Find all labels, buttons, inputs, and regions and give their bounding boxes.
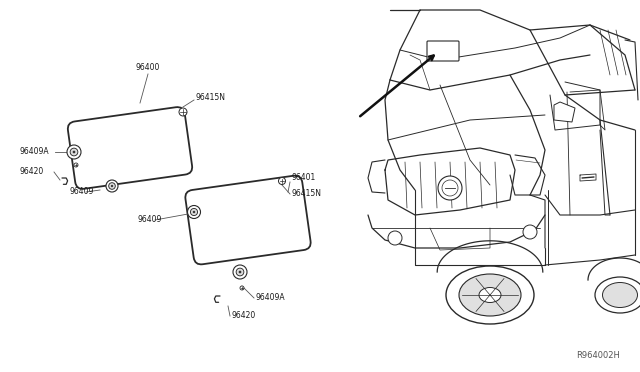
Circle shape: [239, 271, 241, 273]
Circle shape: [442, 180, 458, 196]
Circle shape: [74, 163, 78, 167]
Circle shape: [388, 231, 402, 245]
Text: 96409A: 96409A: [20, 148, 50, 157]
Text: 96415N: 96415N: [196, 93, 226, 102]
FancyBboxPatch shape: [186, 176, 310, 264]
FancyBboxPatch shape: [68, 107, 192, 189]
Circle shape: [438, 176, 462, 200]
Circle shape: [193, 211, 195, 213]
Text: 96415N: 96415N: [292, 189, 322, 199]
Text: 96420: 96420: [232, 311, 256, 321]
Circle shape: [240, 286, 244, 290]
Circle shape: [233, 265, 247, 279]
Circle shape: [236, 268, 244, 276]
Ellipse shape: [479, 288, 501, 302]
FancyBboxPatch shape: [427, 41, 459, 61]
Text: R964002H: R964002H: [576, 350, 620, 359]
Circle shape: [191, 208, 198, 216]
Ellipse shape: [595, 277, 640, 313]
Circle shape: [106, 180, 118, 192]
Text: 96409: 96409: [138, 215, 163, 224]
Text: 96409: 96409: [70, 187, 94, 196]
Circle shape: [109, 183, 115, 189]
Text: 96420: 96420: [20, 167, 44, 176]
Text: 96401: 96401: [292, 173, 316, 183]
Circle shape: [70, 148, 78, 156]
Circle shape: [73, 151, 75, 153]
Ellipse shape: [459, 274, 521, 316]
Polygon shape: [554, 102, 575, 122]
Circle shape: [179, 108, 187, 116]
Ellipse shape: [446, 266, 534, 324]
Text: 96409A: 96409A: [256, 294, 285, 302]
Circle shape: [278, 177, 285, 185]
Text: 96400: 96400: [136, 64, 160, 73]
Ellipse shape: [602, 282, 637, 308]
Circle shape: [523, 225, 537, 239]
Circle shape: [111, 185, 113, 187]
Circle shape: [188, 205, 200, 218]
Circle shape: [67, 145, 81, 159]
